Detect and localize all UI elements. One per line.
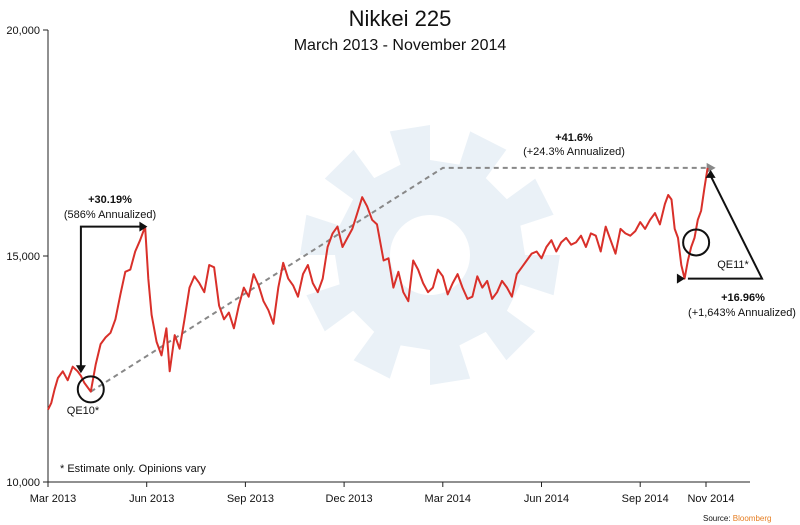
chart-subtitle: March 2013 - November 2014 (294, 37, 507, 54)
y-tick-label: 15,000 (6, 251, 40, 263)
x-tick-label: Nov 2014 (687, 493, 734, 505)
chart-title: Nikkei 225 (349, 6, 452, 31)
qe11-arrowhead-up (705, 169, 716, 178)
x-tick-label: Mar 2014 (425, 493, 471, 505)
x-tick-label: Sep 2014 (622, 493, 669, 505)
qe10-arrowhead-down (75, 365, 86, 374)
source-prefix: Source: (703, 514, 733, 523)
source-label: Source: Bloomberg (703, 514, 771, 523)
dashed-trend-arrowhead (706, 162, 716, 173)
circle-label-qe11: QE11* (717, 259, 749, 271)
event-circles (76, 228, 711, 404)
event-circle-1 (682, 228, 711, 257)
x-tick-label: Dec 2013 (326, 493, 373, 505)
footnote: * Estimate only. Opinions vary (60, 463, 206, 475)
x-tick-label: Jun 2014 (524, 493, 569, 505)
y-tick-label: 10,000 (6, 477, 40, 489)
annotation-arrows (75, 169, 764, 374)
annotation-overall-annualized: (+24.3% Annualized) (523, 146, 625, 158)
y-ticks: 10,000 15,000 20,000 (6, 25, 48, 489)
qe11-triangle-line (687, 175, 764, 280)
x-tick-label: Mar 2013 (30, 493, 76, 505)
series-line-nikkei-225 (47, 167, 709, 411)
x-tick-label: Jun 2013 (129, 493, 174, 505)
watermark-gear-hole (390, 215, 470, 295)
event-circle-0 (76, 375, 105, 404)
annotation-qe11-annualized: (+1,643% Annualized) (688, 307, 796, 319)
x-tick-label: Sep 2013 (227, 493, 274, 505)
watermark-gear-icon (300, 125, 560, 385)
source-name: Bloomberg (733, 514, 772, 523)
y-tick-label: 20,000 (6, 25, 40, 37)
qe10-arrowhead-right (139, 221, 148, 232)
x-ticks: Mar 2013 Jun 2013 Sep 2013 Dec 2013 Mar 2014… (30, 482, 735, 505)
annotation-qe10-percent: +30.19% (88, 194, 132, 206)
circle-label-qe10: QE10* (67, 405, 100, 417)
dashed-trend-line (90, 166, 708, 393)
annotation-qe11-percent: +16.96% (721, 292, 765, 304)
annotation-qe10-annualized: (586% Annualized) (64, 209, 156, 221)
annotation-overall-percent: +41.6% (555, 132, 593, 144)
qe11-arrowhead-left (676, 273, 685, 284)
qe10-bracket-line (79, 225, 144, 372)
